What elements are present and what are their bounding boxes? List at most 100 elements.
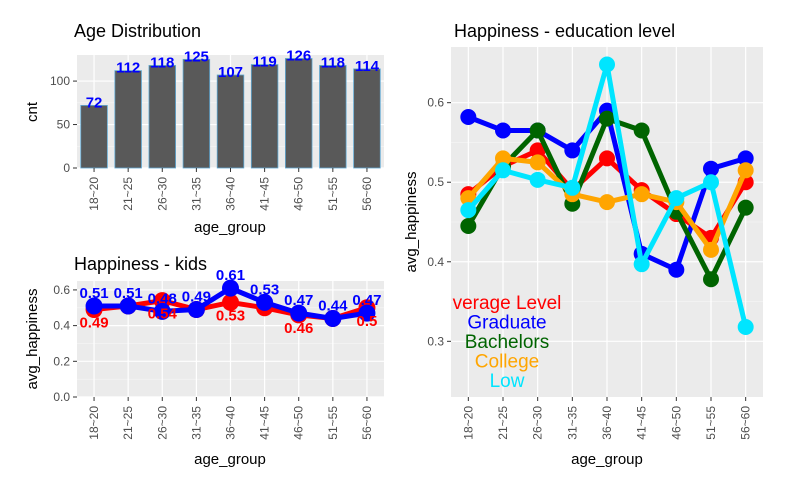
- p2-x-tick-label: 21~25: [121, 406, 135, 440]
- legend-entry-0: verage Level: [453, 293, 562, 314]
- data-label-series-0: 0.49: [79, 315, 108, 332]
- p2-x-tick-label: 31~35: [189, 406, 203, 440]
- bar: [319, 65, 347, 169]
- legend-entry-4: Low: [490, 371, 525, 392]
- happiness-education-series: [460, 56, 754, 335]
- bar: [250, 64, 279, 169]
- age-distribution-chart: Age Distribution 72 112 118 125 107 119 126 118…: [24, 21, 384, 236]
- series-point-4: [529, 171, 546, 188]
- series-point-0: [599, 150, 615, 167]
- age-distribution-x-axis-title: age_group: [194, 219, 266, 236]
- series-point-2: [599, 110, 615, 127]
- age-distribution-y-ticks: 0 50 100: [50, 74, 77, 175]
- data-label-series-1: 0.48: [148, 290, 177, 307]
- bar-value-label: 118: [321, 54, 345, 71]
- p3-x-tick-label: 31~35: [565, 406, 579, 440]
- age-distribution-value-labels: 72 112 118 125 107 119 126 118 114: [86, 47, 380, 111]
- data-label-series-0: 0.53: [216, 307, 245, 324]
- p2-x-tick-label: 46~50: [292, 406, 306, 440]
- series-point-4: [495, 162, 511, 179]
- happiness-kids-title: Happiness - kids: [74, 254, 207, 274]
- data-label-series-1: 0.61: [216, 267, 245, 284]
- happiness-education-grid: [451, 47, 763, 397]
- series-point-1: [358, 304, 376, 322]
- happiness-kids-x-axis-title: age_group: [194, 451, 266, 468]
- bar-value-label: 72: [86, 94, 103, 111]
- series-point-1: [85, 297, 103, 315]
- p3-x-tick-label: 26~30: [531, 406, 545, 440]
- p2-x-tick-label: 41~45: [258, 406, 272, 440]
- bar-value-label: 119: [253, 54, 277, 71]
- series-point-3: [599, 194, 615, 211]
- p1-x-tick-label: 26~30: [155, 177, 169, 211]
- series-point-3: [703, 241, 719, 258]
- data-label-series-1: 0.44: [318, 297, 348, 314]
- p2-y-tick-label: 0.6: [53, 283, 70, 297]
- series-point-1: [222, 279, 239, 297]
- p2-x-tick-label: 56~60: [360, 406, 374, 440]
- bar: [114, 70, 142, 169]
- series-point-0: [222, 293, 239, 311]
- bar-value-label: 125: [184, 48, 209, 65]
- data-label-series-1: 0.51: [79, 285, 108, 302]
- series-point-1: [737, 150, 754, 167]
- series-point-1: [153, 302, 171, 320]
- bar-value-label: 118: [150, 54, 174, 71]
- legend-entry-2: Bachelors: [465, 332, 550, 353]
- series-point-1: [460, 109, 477, 125]
- p1-y-tick-label: 100: [50, 74, 70, 88]
- data-label-series-1: 0.53: [250, 281, 279, 298]
- happiness-education-y-axis-title: avg_happiness: [403, 172, 420, 273]
- happiness-kids-y-ticks: 0.0 0.2 0.4 0.6: [53, 283, 77, 404]
- p2-y-tick-label: 0.0: [53, 390, 70, 404]
- p3-y-tick-label: 0.6: [427, 96, 444, 110]
- p1-x-tick-label: 18~20: [87, 177, 101, 211]
- p2-x-tick-label: 36~40: [224, 406, 238, 440]
- series-point-4: [564, 179, 581, 196]
- p1-x-tick-label: 21~25: [121, 177, 135, 211]
- happiness-education-y-ticks: 0.3 0.4 0.5 0.6: [427, 96, 451, 348]
- age-distribution-x-ticks: 18~20 21~25 26~30 31~35 36~40 41~45 46~50 51~55…: [87, 168, 374, 211]
- p3-y-tick-label: 0.5: [427, 175, 444, 189]
- p3-x-tick-label: 56~60: [739, 406, 753, 440]
- p3-y-tick-label: 0.4: [427, 255, 444, 269]
- series-point-1: [668, 261, 685, 278]
- series-point-1: [495, 122, 511, 139]
- p3-y-tick-label: 0.3: [427, 334, 444, 348]
- p3-x-tick-label: 41~45: [635, 406, 649, 440]
- data-label-series-1: 0.49: [182, 289, 211, 306]
- p2-x-tick-label: 51~55: [326, 406, 340, 440]
- series-point-3: [737, 162, 754, 179]
- p1-y-tick-label: 50: [57, 118, 71, 132]
- series-point-2: [460, 217, 477, 234]
- happiness-kids-chart: Happiness - kids 0.490.54 0.530.46 0.50.51…: [24, 254, 384, 468]
- series-point-1: [324, 309, 342, 327]
- bar: [182, 58, 211, 169]
- series-point-3: [495, 150, 511, 167]
- p2-y-tick-label: 0.4: [53, 319, 70, 333]
- happiness-kids-value-labels: 0.490.54 0.530.46 0.50.51 0.51 0.48 0.490.610…: [79, 267, 381, 337]
- bar: [353, 68, 381, 169]
- series-point-1: [119, 297, 137, 315]
- happiness-education-title: Happiness - education level: [454, 21, 675, 41]
- p3-x-tick-label: 18~20: [461, 406, 475, 440]
- happiness-education-x-axis-title: age_group: [571, 451, 643, 468]
- happiness-education-x-ticks: 18~20 21~25 26~30 31~35 36~40 41~45 46~50 51~55…: [461, 397, 753, 440]
- happiness-education-chart: Happiness - education level verage Level…: [403, 21, 763, 468]
- series-point-1: [187, 301, 205, 319]
- p3-x-tick-label: 21~25: [496, 406, 510, 440]
- series-point-4: [668, 190, 685, 207]
- p1-x-tick-label: 41~45: [258, 177, 272, 211]
- series-point-2: [529, 122, 546, 139]
- data-label-series-1: 0.51: [114, 285, 143, 302]
- series-point-1: [703, 160, 719, 177]
- bar: [285, 58, 313, 169]
- data-label-series-0: 0.54: [148, 306, 178, 323]
- happiness-kids-x-ticks: 18~20 21~25 26~30 31~35 36~40 41~45 46~50 51~55…: [87, 397, 374, 440]
- bar-value-label: 114: [355, 58, 380, 75]
- p1-y-tick-label: 0: [63, 161, 70, 175]
- data-label-series-0: 0.46: [284, 320, 313, 337]
- series-point-1: [256, 293, 274, 311]
